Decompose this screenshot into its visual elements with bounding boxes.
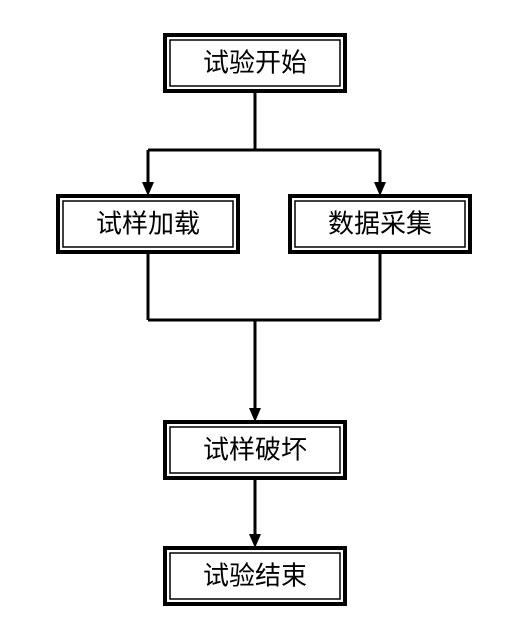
flow-node-end: 试验结束 (165, 548, 345, 604)
node-label: 试样破坏 (203, 436, 307, 465)
arrow-head-icon (374, 182, 386, 196)
flow-node-fail: 试样破坏 (165, 422, 345, 478)
node-label: 数据采集 (328, 210, 432, 239)
node-label: 试验开始 (203, 49, 307, 78)
node-label: 试样加载 (96, 210, 200, 239)
arrow-head-icon (142, 182, 154, 196)
node-label: 试验结束 (203, 562, 307, 591)
arrow-head-icon (249, 408, 261, 422)
flow-node-start: 试验开始 (165, 35, 345, 91)
flowchart-canvas: 试验开始试样加载 数据采集试样破坏试验结束 (0, 0, 513, 637)
arrow-head-icon (249, 534, 261, 548)
flow-node-load: 试样加载 (58, 196, 238, 252)
flow-node-collect: 数据采集 (290, 196, 470, 252)
